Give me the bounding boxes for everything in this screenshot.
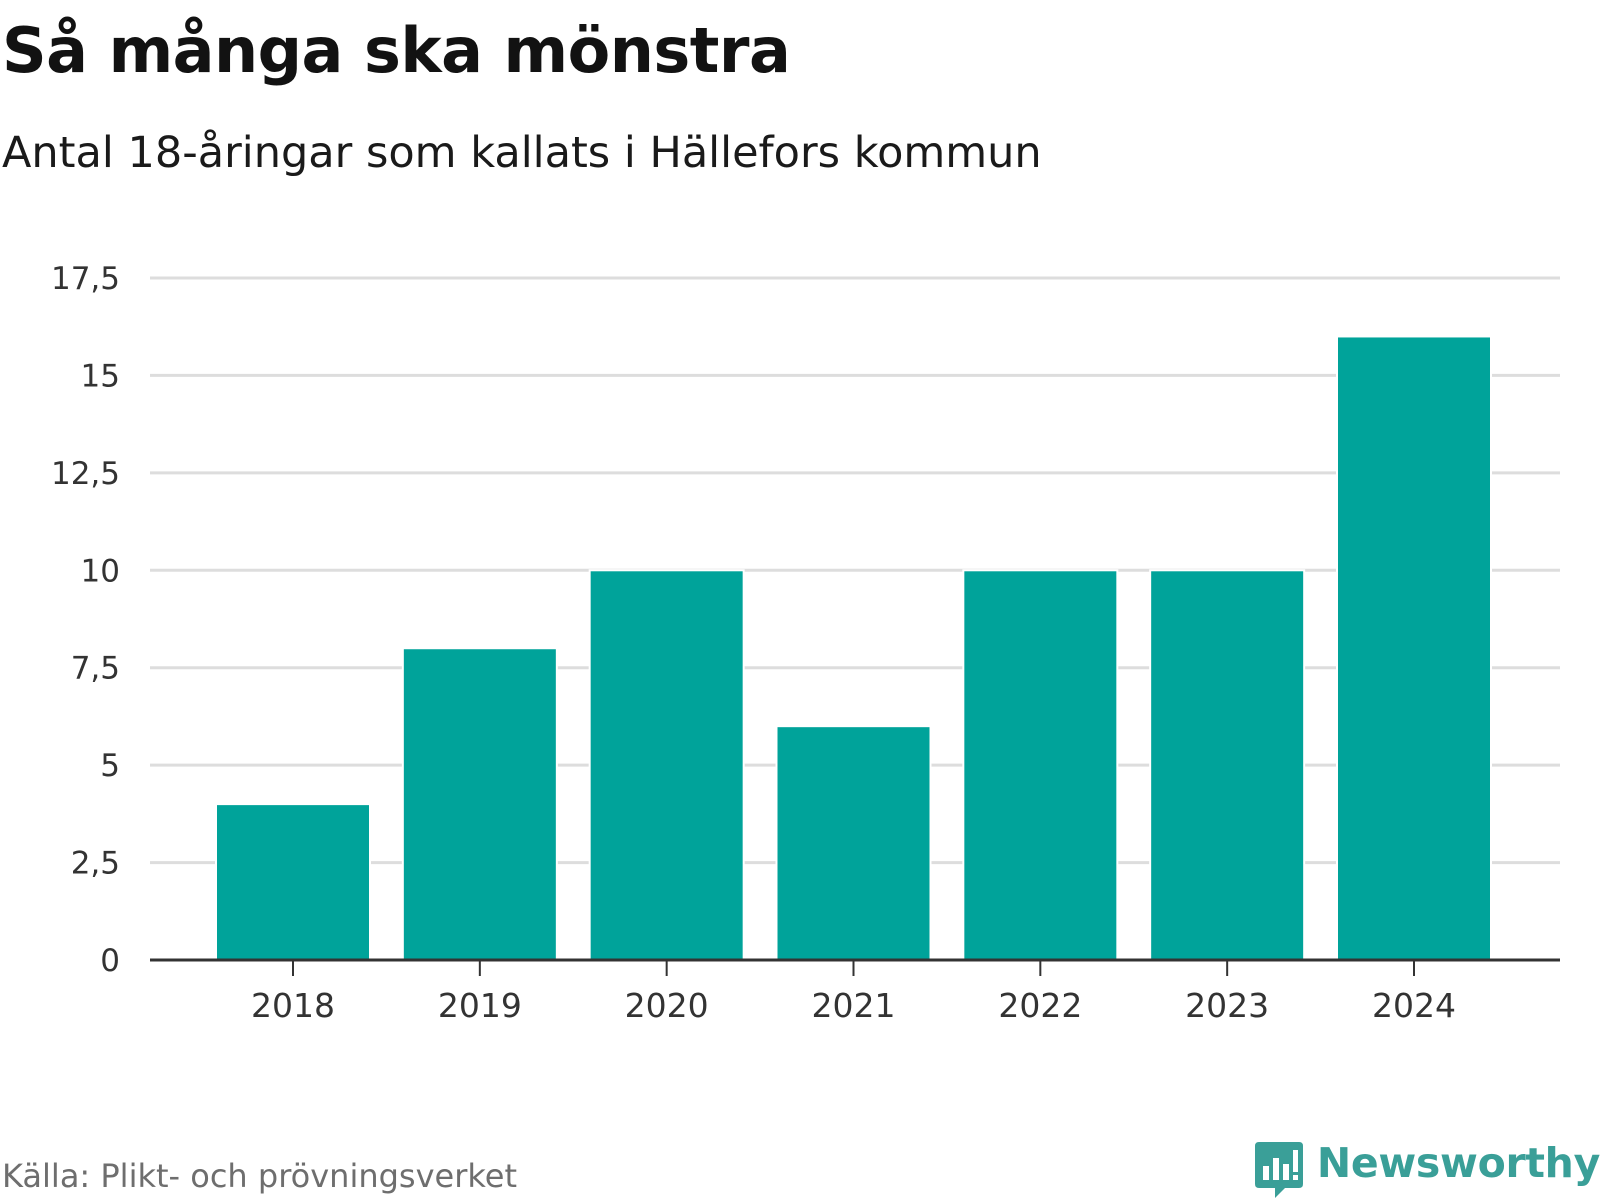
y-tick-label: 15: [81, 358, 120, 394]
x-tick: 2019: [438, 960, 522, 1025]
x-tick-label: 2024: [1372, 986, 1456, 1025]
bar-chart: 0 2,5 5 7,5 10 12,5 15 17,5 2018 2019 2020 2021 202…: [51, 261, 1560, 1025]
y-tick-label: 5: [100, 748, 120, 784]
x-tick: 2020: [625, 960, 709, 1025]
chart-subtitle: Antal 18-åringar som kallats i Hällefors…: [2, 128, 1042, 178]
y-tick: 7,5: [71, 651, 120, 687]
bar-2018[interactable]: [215, 803, 371, 961]
bar-2019[interactable]: [401, 647, 558, 961]
x-axis: 2018 2019 2020 2021 2022 2023 2024: [150, 958, 1560, 1025]
bar-2020[interactable]: [588, 569, 745, 961]
bar-2021[interactable]: [775, 725, 932, 962]
y-axis: 0 2,5 5 7,5 10 12,5 15 17,5: [51, 261, 120, 979]
x-tick-label: 2018: [251, 986, 335, 1025]
bar-2023[interactable]: [1149, 569, 1306, 961]
bars: [215, 335, 1492, 962]
bar-2024[interactable]: [1336, 335, 1492, 961]
brand-logo: Newsworthy: [1253, 1140, 1600, 1200]
y-tick-label: 2,5: [71, 846, 120, 882]
chart-title: Så många ska mönstra: [2, 14, 791, 87]
y-tick-label: 12,5: [51, 456, 120, 492]
y-tick-label: 17,5: [51, 261, 120, 297]
x-tick-label: 2019: [438, 986, 522, 1025]
y-tick: 15: [81, 358, 120, 394]
y-tick: 12,5: [51, 456, 120, 492]
y-tick: 2,5: [71, 846, 120, 882]
x-tick-label: 2020: [625, 986, 709, 1025]
newsworthy-logo-icon: [1254, 1142, 1303, 1198]
y-tick: 5: [100, 748, 120, 784]
y-tick-label: 0: [100, 943, 120, 979]
x-tick-label: 2021: [812, 986, 896, 1025]
y-tick: 10: [81, 553, 120, 589]
bar-2022[interactable]: [962, 569, 1119, 961]
brand-name: Newsworthy: [1316, 1139, 1600, 1187]
y-tick-label: 7,5: [71, 651, 120, 687]
x-tick-label: 2022: [998, 986, 1082, 1025]
x-tick: 2024: [1372, 960, 1456, 1025]
source-note: Källa: Plikt- och prövningsverket: [2, 1157, 517, 1195]
x-tick: 2023: [1185, 960, 1269, 1025]
grid-lines: [150, 276, 1560, 865]
x-tick: 2022: [998, 960, 1082, 1025]
x-tick: 2018: [251, 960, 335, 1025]
x-tick: 2021: [812, 960, 896, 1025]
y-tick: 17,5: [51, 261, 120, 297]
y-tick: 0: [100, 943, 120, 979]
y-tick-label: 10: [81, 553, 120, 589]
x-tick-label: 2023: [1185, 986, 1269, 1025]
